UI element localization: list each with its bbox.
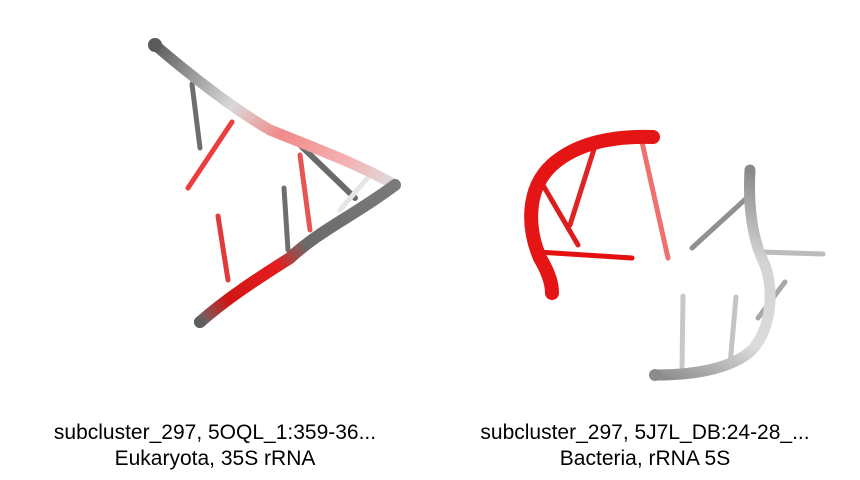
base-stick xyxy=(215,213,231,283)
base-stick xyxy=(294,139,358,201)
base-stick xyxy=(537,177,581,248)
panel-caption-right: subcluster_297, 5J7L_DB:24-28_... Bacter… xyxy=(430,420,860,472)
backbone-strand-lower xyxy=(194,179,401,328)
panel-caption-left: subcluster_297, 5OQL_1:359-36... Eukaryo… xyxy=(0,420,430,472)
base-stick xyxy=(757,249,826,257)
structure-panel-right: subcluster_297, 5J7L_DB:24-28_... Bacter… xyxy=(430,0,860,480)
base-stick xyxy=(281,185,291,253)
rna-structure-render-right xyxy=(524,129,826,381)
caption-title: subcluster_297, 5J7L_DB:24-28_... xyxy=(480,421,810,444)
strand-end-cap xyxy=(148,38,162,52)
base-stick xyxy=(727,294,739,368)
base-stick xyxy=(689,192,753,251)
base-stick xyxy=(185,119,235,191)
base-stick xyxy=(679,293,686,373)
base-stick xyxy=(297,152,313,233)
caption-subtitle: Eukaryota, 35S rRNA xyxy=(114,447,316,470)
strand-end-cap xyxy=(194,316,206,328)
caption-subtitle: Bacteria, rRNA 5S xyxy=(559,447,731,470)
backbone-strand-gray xyxy=(649,164,776,381)
base-stick xyxy=(337,172,373,213)
structure-panel-left: subcluster_297, 5OQL_1:359-36... Eukaryo… xyxy=(0,38,430,472)
base-stick xyxy=(189,81,203,151)
backbone-strand-red xyxy=(524,129,660,300)
caption-title: subcluster_297, 5OQL_1:359-36... xyxy=(53,421,377,444)
strand-end-cap xyxy=(649,369,661,381)
backbone-strand-upper xyxy=(149,39,401,191)
base-stick xyxy=(639,139,671,261)
base-stick xyxy=(535,249,635,261)
strand-end-cap xyxy=(745,165,755,175)
base-stick xyxy=(567,143,598,228)
rna-structure-render-left xyxy=(148,38,401,328)
